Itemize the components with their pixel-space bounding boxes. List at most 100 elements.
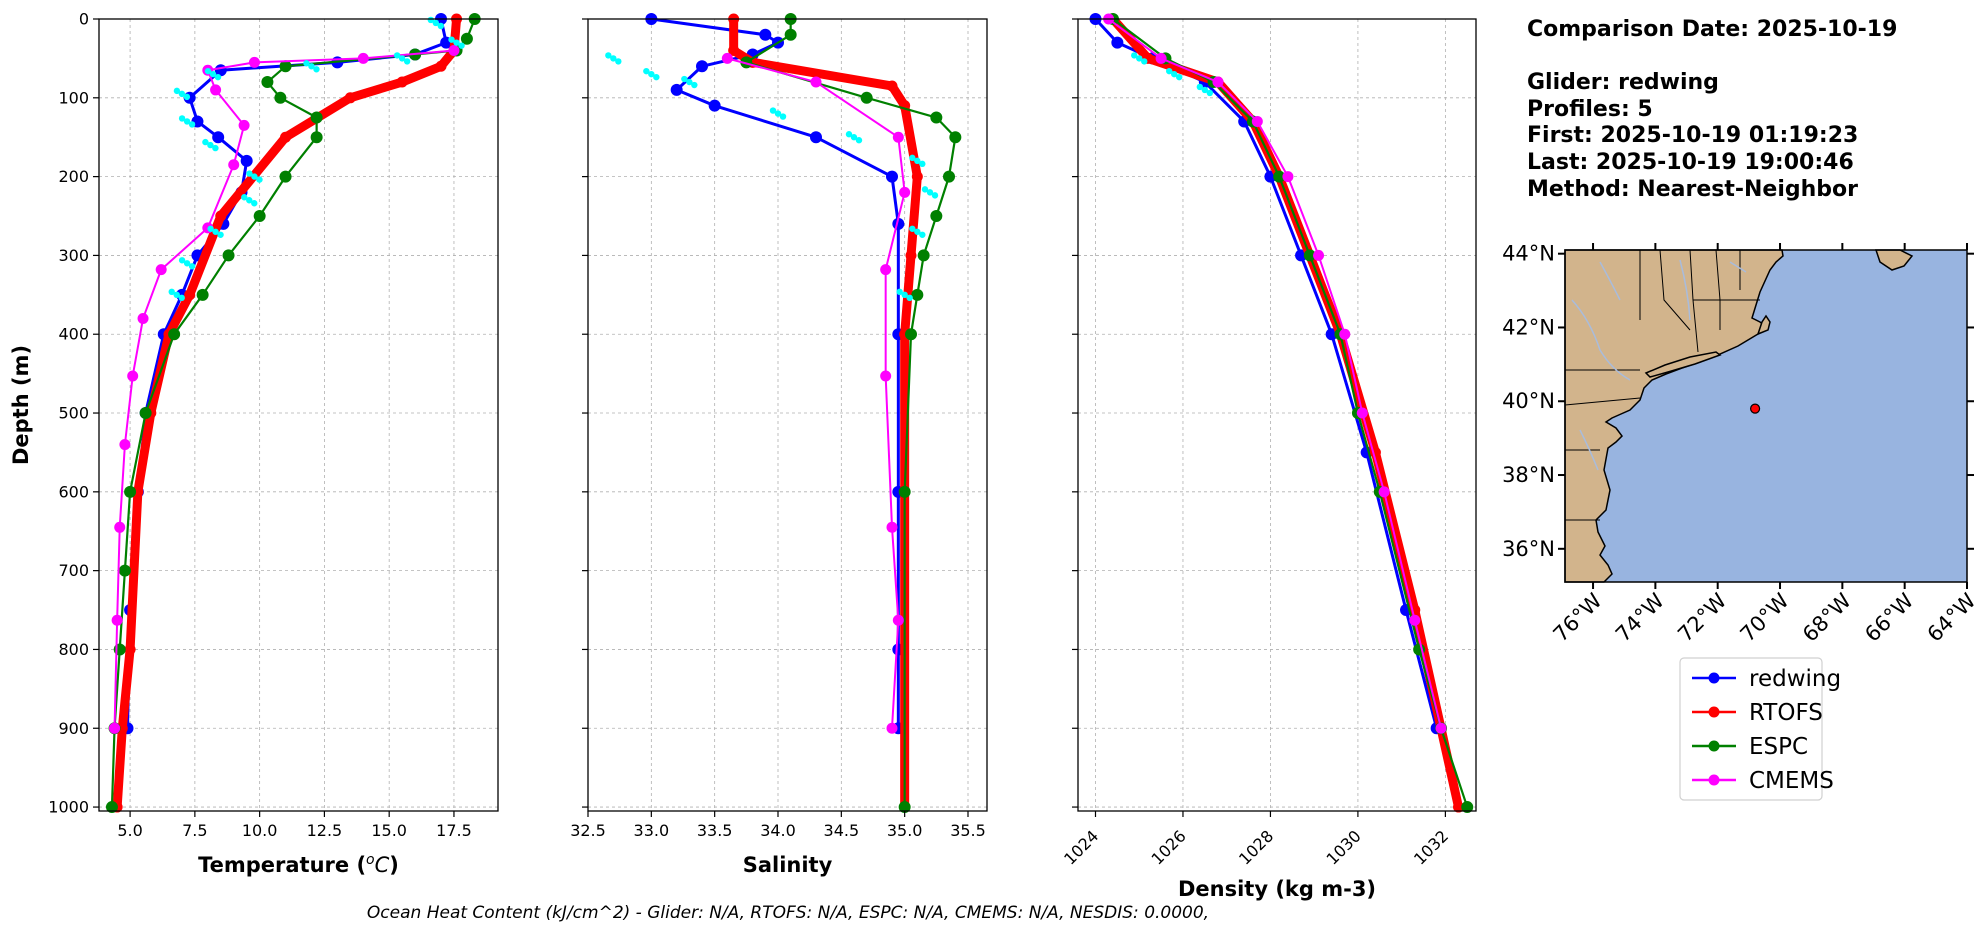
glider-scatter-point [183,93,191,101]
series-point [886,80,898,92]
glider-scatter-point [653,73,660,81]
ocean-heat-content-footer: Ocean Heat Content (kJ/cm^2) - Glider: N… [367,903,1209,923]
lon-tick-label: 76°W [1549,588,1607,646]
glider-scatter-point [610,55,617,62]
y-tick-label: 500 [58,404,89,423]
series-point [238,119,250,131]
y-tick-label: 800 [58,640,89,659]
glider-scatter-point [207,141,214,149]
x-tick-label: 35.5 [950,821,986,840]
axes-frame [98,18,499,812]
lat-tick-label: 44°N [1502,242,1555,266]
glider-scatter-point [214,73,222,81]
series-point [1435,722,1447,734]
glider-scatter-point [398,55,406,62]
series-point [1251,115,1263,127]
lon-tick-label: 64°W [1923,588,1980,646]
glider-scatter-point [648,70,655,78]
glider-scatter-point [207,225,214,232]
legend: redwing RTOFS ESPC CMEMS [1679,657,1841,801]
x-tick-label: 12.5 [307,821,343,840]
legend-frame [1679,657,1823,801]
glider-scatter-point [1136,55,1143,62]
x-axis-label: Temperature (oC) [198,852,399,877]
map-frame [1564,249,1968,583]
y-tick-label: 700 [58,561,89,580]
series-point [357,52,369,64]
glider-scatter-point [605,52,612,59]
glider-scatter-series [168,16,465,302]
glider-scatter-point [774,110,782,117]
glider-scatter-point [178,294,185,302]
x-tick-label: 1032 [1410,826,1452,868]
series-point [759,28,772,41]
series-point [721,52,733,64]
glider-scatter-point [212,144,219,152]
series-espc [740,13,962,814]
glider-scatter-series [1131,52,1214,97]
glider-scatter-point [855,137,863,144]
series-point [435,60,447,72]
glider-scatter-point [906,294,913,302]
series-point [280,131,292,143]
series-point [274,91,287,104]
series-point [886,521,898,533]
series-point [949,131,962,144]
glider-scatter-point [1206,89,1214,97]
series-point [310,111,323,124]
glider-scatter-point [251,200,258,207]
glider-scatter-point [256,176,263,183]
glider-scatter-series [605,52,939,302]
map-land [1564,249,1784,583]
x-tick-label: 1030 [1323,826,1365,868]
series-point [119,439,131,451]
glider-scatter-point [448,36,455,43]
x-tick-label: 1028 [1235,826,1277,868]
glider-scatter-point [1141,58,1148,65]
series-line [649,17,900,730]
series-point [1212,76,1224,88]
x-axis-label: Salinity [743,853,833,877]
series-point [886,170,898,183]
lat-tick-label: 38°N [1502,463,1555,487]
series-point [124,643,136,655]
series-point [1356,407,1368,419]
glider-scatter-point [914,157,921,165]
lat-tick-label: 36°N [1502,537,1555,561]
series-point [1111,36,1124,49]
x-tick-label: 17.5 [436,821,472,840]
series-point [898,801,911,814]
long-island [1644,351,1722,378]
x-tick-label: 33.0 [634,821,670,840]
series-point [1273,170,1286,183]
glider-scatter-point [209,70,217,78]
series-point [880,370,892,382]
series-cmems [721,52,911,734]
glider-position-marker [1749,403,1761,414]
series-point [860,91,873,104]
series-point [1453,801,1465,813]
y-tick-label: 900 [58,719,89,738]
glider-scatter-point [1171,70,1178,78]
lat-tick-label: 42°N [1502,315,1555,339]
glider-scatter-point [779,113,787,120]
series-point [905,249,917,261]
axes-frame [587,18,988,812]
glider-scatter-point [850,134,858,141]
series-point [228,159,240,171]
legend-marker [1708,740,1720,752]
first-time: First: 2025-10-19 01:19:23 [1527,123,1858,148]
series-point [212,131,225,144]
series-point [1461,801,1474,814]
glider-scatter-point [188,263,196,270]
series-point [905,328,917,341]
glider-scatter-point [432,19,440,27]
y-tick-label: 0 [79,10,89,29]
series-point [696,60,708,73]
glider-scatter-point [453,39,460,46]
glider-scatter-point [183,260,191,267]
series-line [112,14,462,812]
series-point [248,56,260,68]
series-line [113,49,455,730]
